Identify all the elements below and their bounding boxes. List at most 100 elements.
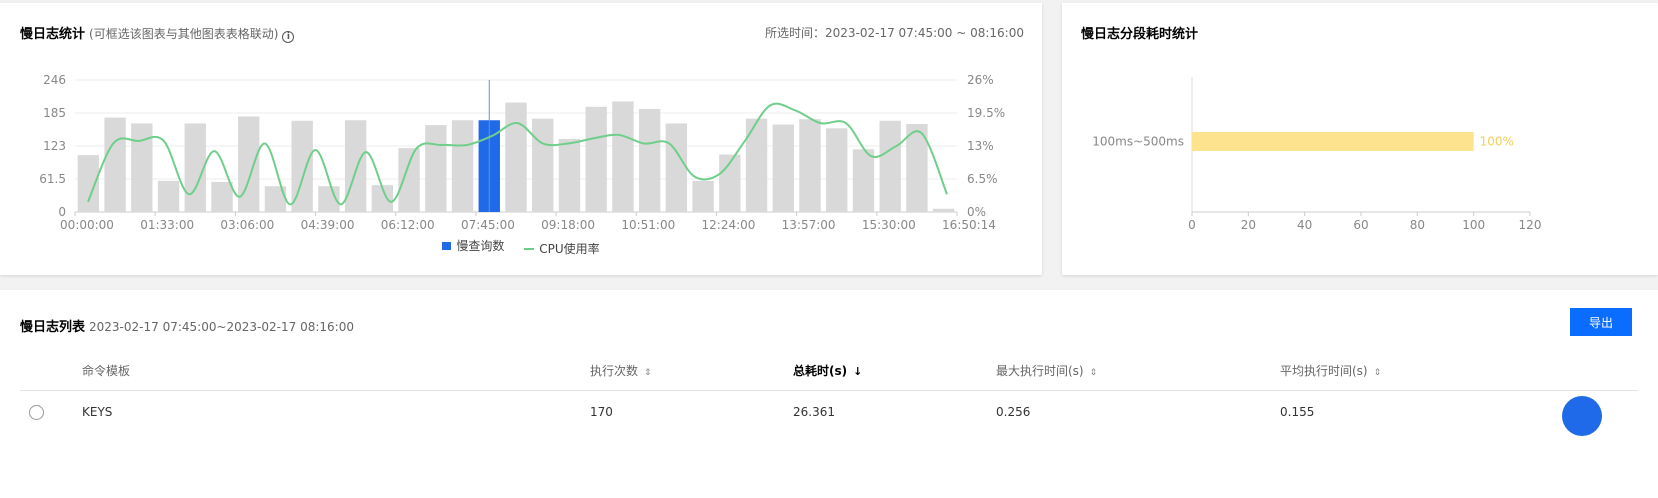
category-label: 100ms~500ms — [1092, 135, 1184, 149]
x-tick-label: 09:18:00 — [541, 218, 595, 232]
legend-cpu-usage[interactable]: CPU使用率 — [524, 240, 600, 257]
row-select-cell — [20, 390, 82, 434]
segment-bar[interactable] — [1192, 132, 1474, 151]
x-tick-label: 06:12:00 — [381, 218, 435, 232]
list-time-range: 2023-02-17 07:45:00~2023-02-17 08:16:00 — [89, 320, 354, 334]
x-tick-label: 12:24:00 — [702, 218, 756, 232]
x-tick-label: 04:39:00 — [301, 218, 355, 232]
bar[interactable] — [879, 120, 901, 212]
row-max: 0.256 — [996, 405, 1031, 420]
bar[interactable] — [558, 139, 581, 212]
legend-line-swatch — [524, 247, 535, 250]
row-radio[interactable] — [29, 404, 44, 420]
export-button[interactable]: 导出 — [1570, 308, 1632, 336]
y-left-tick-label: 61.5 — [39, 172, 66, 186]
bar[interactable] — [799, 119, 821, 212]
col-avg-label: 平均执行时间(s) — [1280, 364, 1368, 379]
y-right-tick-label: 26% — [967, 73, 994, 87]
y-left-tick-label: 185 — [43, 106, 66, 120]
bar[interactable] — [104, 117, 126, 212]
x-tick-label: 100 — [1462, 218, 1485, 232]
stats-title: 慢日志统计 (可框选该图表与其他图表表格联动) i — [20, 23, 295, 43]
x-tick-label: 120 — [1519, 218, 1542, 232]
chart-legend: 慢查询数 CPU使用率 — [0, 237, 1042, 257]
bar[interactable] — [344, 120, 367, 212]
bar[interactable] — [451, 120, 474, 212]
y-right-tick-label: 19.5% — [967, 106, 1005, 120]
bar[interactable] — [505, 102, 527, 212]
segment-value-label: 100% — [1480, 135, 1514, 149]
segment-duration-chart[interactable]: 0 20 40 60 80 100 120 100ms~500ms 100% — [1062, 3, 1658, 275]
bar[interactable] — [745, 118, 768, 212]
stats-hint: (可框选该图表与其他图表表格联动) — [89, 27, 279, 41]
bar[interactable] — [826, 128, 848, 212]
x-tick-label: 80 — [1410, 218, 1425, 232]
y-left-tick-label: 246 — [43, 73, 66, 87]
legend-bars-label: 慢查询数 — [456, 239, 505, 253]
segment-title: 慢日志分段耗时统计 — [1081, 27, 1199, 42]
col-avg-header[interactable]: 平均执行时间(s) ⇕ — [1280, 352, 1638, 391]
bar[interactable] — [932, 208, 955, 212]
bar[interactable] — [157, 180, 180, 212]
bar[interactable] — [585, 106, 607, 212]
slow-log-stats-card: 慢日志统计 (可框选该图表与其他图表表格联动) i 所选时间：2023-02-17 … — [0, 3, 1042, 275]
stats-title-text: 慢日志统计 — [20, 27, 86, 42]
list-title-text: 慢日志列表 — [20, 320, 86, 335]
x-tick-label: 15:30:00 — [862, 218, 916, 232]
bar[interactable] — [77, 155, 100, 212]
selected-time-range: 所选时间：2023-02-17 07:45:00 ~ 08:16:00 — [764, 26, 1024, 40]
select-column-header — [20, 352, 82, 391]
y-left-tick-label: 0 — [58, 205, 66, 219]
x-tick-label: 13:57:00 — [782, 218, 836, 232]
col-total-label: 总耗时(s) — [793, 364, 848, 379]
x-tick-label: 40 — [1297, 218, 1312, 232]
info-icon[interactable]: i — [282, 31, 295, 43]
x-tick-label: 60 — [1353, 218, 1368, 232]
y-left-tick-label: 123 — [43, 139, 66, 153]
y-right-tick-label: 6.5% — [967, 172, 998, 186]
bar[interactable] — [612, 101, 634, 212]
bar[interactable] — [692, 180, 714, 212]
bar[interactable] — [371, 185, 394, 212]
sort-icon[interactable]: ⇕ — [644, 368, 652, 379]
bar[interactable] — [852, 149, 875, 212]
x-tick-label: 03:06:00 — [220, 218, 274, 232]
bar[interactable] — [772, 124, 794, 212]
legend-bar-swatch — [442, 241, 452, 250]
sort-icon[interactable]: ⇕ — [1089, 368, 1098, 379]
row-total: 26.361 — [793, 405, 835, 420]
x-tick-label: 20 — [1241, 218, 1256, 232]
col-count-label: 执行次数 — [590, 364, 639, 379]
legend-line-label: CPU使用率 — [539, 242, 600, 256]
bar[interactable] — [906, 124, 928, 212]
sort-icon[interactable]: ⇕ — [1373, 368, 1382, 379]
bar[interactable] — [665, 123, 688, 212]
bar[interactable] — [211, 181, 233, 212]
y-right-tick-label: 0% — [967, 205, 986, 219]
table-row[interactable]: KEYS 170 26.361 0.256 0.155 — [20, 390, 1638, 434]
bar[interactable] — [184, 123, 206, 212]
legend-slow-queries[interactable]: 慢查询数 — [442, 237, 504, 254]
col-max-header[interactable]: 最大执行时间(s) ⇕ — [996, 352, 1280, 391]
x-tick-label: 07:45:00 — [461, 218, 515, 232]
col-total-header[interactable]: 总耗时(s) ↓ — [793, 352, 996, 391]
bar[interactable] — [638, 108, 661, 212]
bar[interactable] — [131, 123, 153, 212]
x-tick-label: 0 — [1188, 218, 1196, 232]
slow-log-table: 命令模板 执行次数 ⇕ 总耗时(s) ↓ 最大执行时间(s) ⇕ 平均执行时间(s) ⇕… — [20, 352, 1638, 434]
sort-desc-icon[interactable]: ↓ — [853, 365, 863, 379]
bar[interactable] — [398, 148, 420, 212]
cpu-usage-line[interactable] — [87, 102, 948, 206]
bar[interactable] — [264, 186, 287, 212]
col-count-header[interactable]: 执行次数 ⇕ — [590, 352, 793, 391]
bar[interactable] — [425, 125, 447, 212]
bar[interactable] — [532, 118, 554, 212]
x-tick-label: 00:00:00 — [60, 218, 114, 232]
bar[interactable] — [238, 116, 260, 212]
floating-help-button[interactable] — [1562, 396, 1602, 436]
col-template-header: 命令模板 — [82, 352, 590, 391]
bar[interactable] — [291, 120, 313, 212]
slow-query-chart[interactable]: 0 0% 61.5 6.5% 123 13% 185 19.5% 246 26% 00:00:00 0… — [0, 3, 1042, 235]
x-tick-label: 10:51:00 — [621, 218, 675, 232]
col-max-label: 最大执行时间(s) — [996, 364, 1084, 379]
